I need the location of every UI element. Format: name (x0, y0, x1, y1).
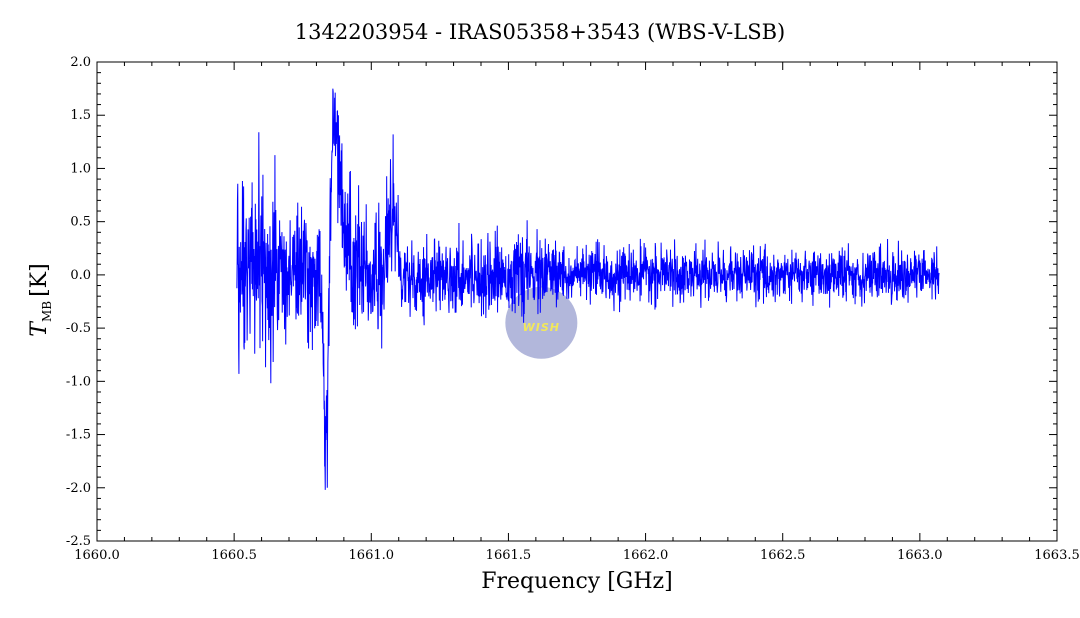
x-tick-label: 1663.5 (1034, 548, 1080, 563)
y-tick-label: 0.5 (70, 215, 91, 230)
chart-title: 1342203954 - IRAS05358+3543 (WBS-V-LSB) (295, 20, 785, 44)
y-tick-label: 2.0 (70, 55, 91, 70)
x-tick-label: 1660.0 (74, 548, 120, 563)
watermark-text: WISH (523, 321, 560, 334)
y-axis-label-unit: [K] (27, 263, 52, 297)
x-tick-label: 1661.0 (349, 548, 395, 563)
y-tick-label: 1.5 (70, 108, 91, 123)
y-axis-label: TMB [K] (27, 263, 54, 336)
y-tick-label: -2.0 (66, 481, 91, 496)
y-tick-label: -0.5 (66, 321, 91, 336)
x-axis-label: Frequency [GHz] (481, 569, 673, 594)
x-tick-label: 1663.0 (897, 548, 943, 563)
y-tick-label: -2.5 (66, 534, 91, 549)
plot-frame (96, 61, 1058, 542)
y-tick-label: 0.0 (70, 268, 91, 283)
svg-text:TMB[K]: TMB [K] (27, 263, 54, 336)
y-axis-label-subscript: MB (40, 301, 54, 322)
y-axis-label-main: T (27, 320, 52, 337)
x-tick-label: 1662.5 (760, 548, 806, 563)
x-tick-label: 1662.0 (623, 548, 669, 563)
x-tick-label: 1661.5 (486, 548, 532, 563)
y-tick-label: -1.0 (66, 374, 91, 389)
spectrum-series-line (236, 88, 940, 490)
x-axis-ticks: 1660.0 1660.5 1661.0 1661.5 1662.0 1662.5 1663… (74, 62, 1080, 563)
x-tick-label: 1660.5 (211, 548, 257, 563)
y-tick-label: -1.5 (66, 428, 91, 443)
y-axis-ticks: 2.0 1.5 1.0 0.5 0.0 -0.5 -1.0 -1.5 -2.0 -2.5 (66, 55, 1057, 549)
y-tick-label: 1.0 (70, 161, 91, 176)
